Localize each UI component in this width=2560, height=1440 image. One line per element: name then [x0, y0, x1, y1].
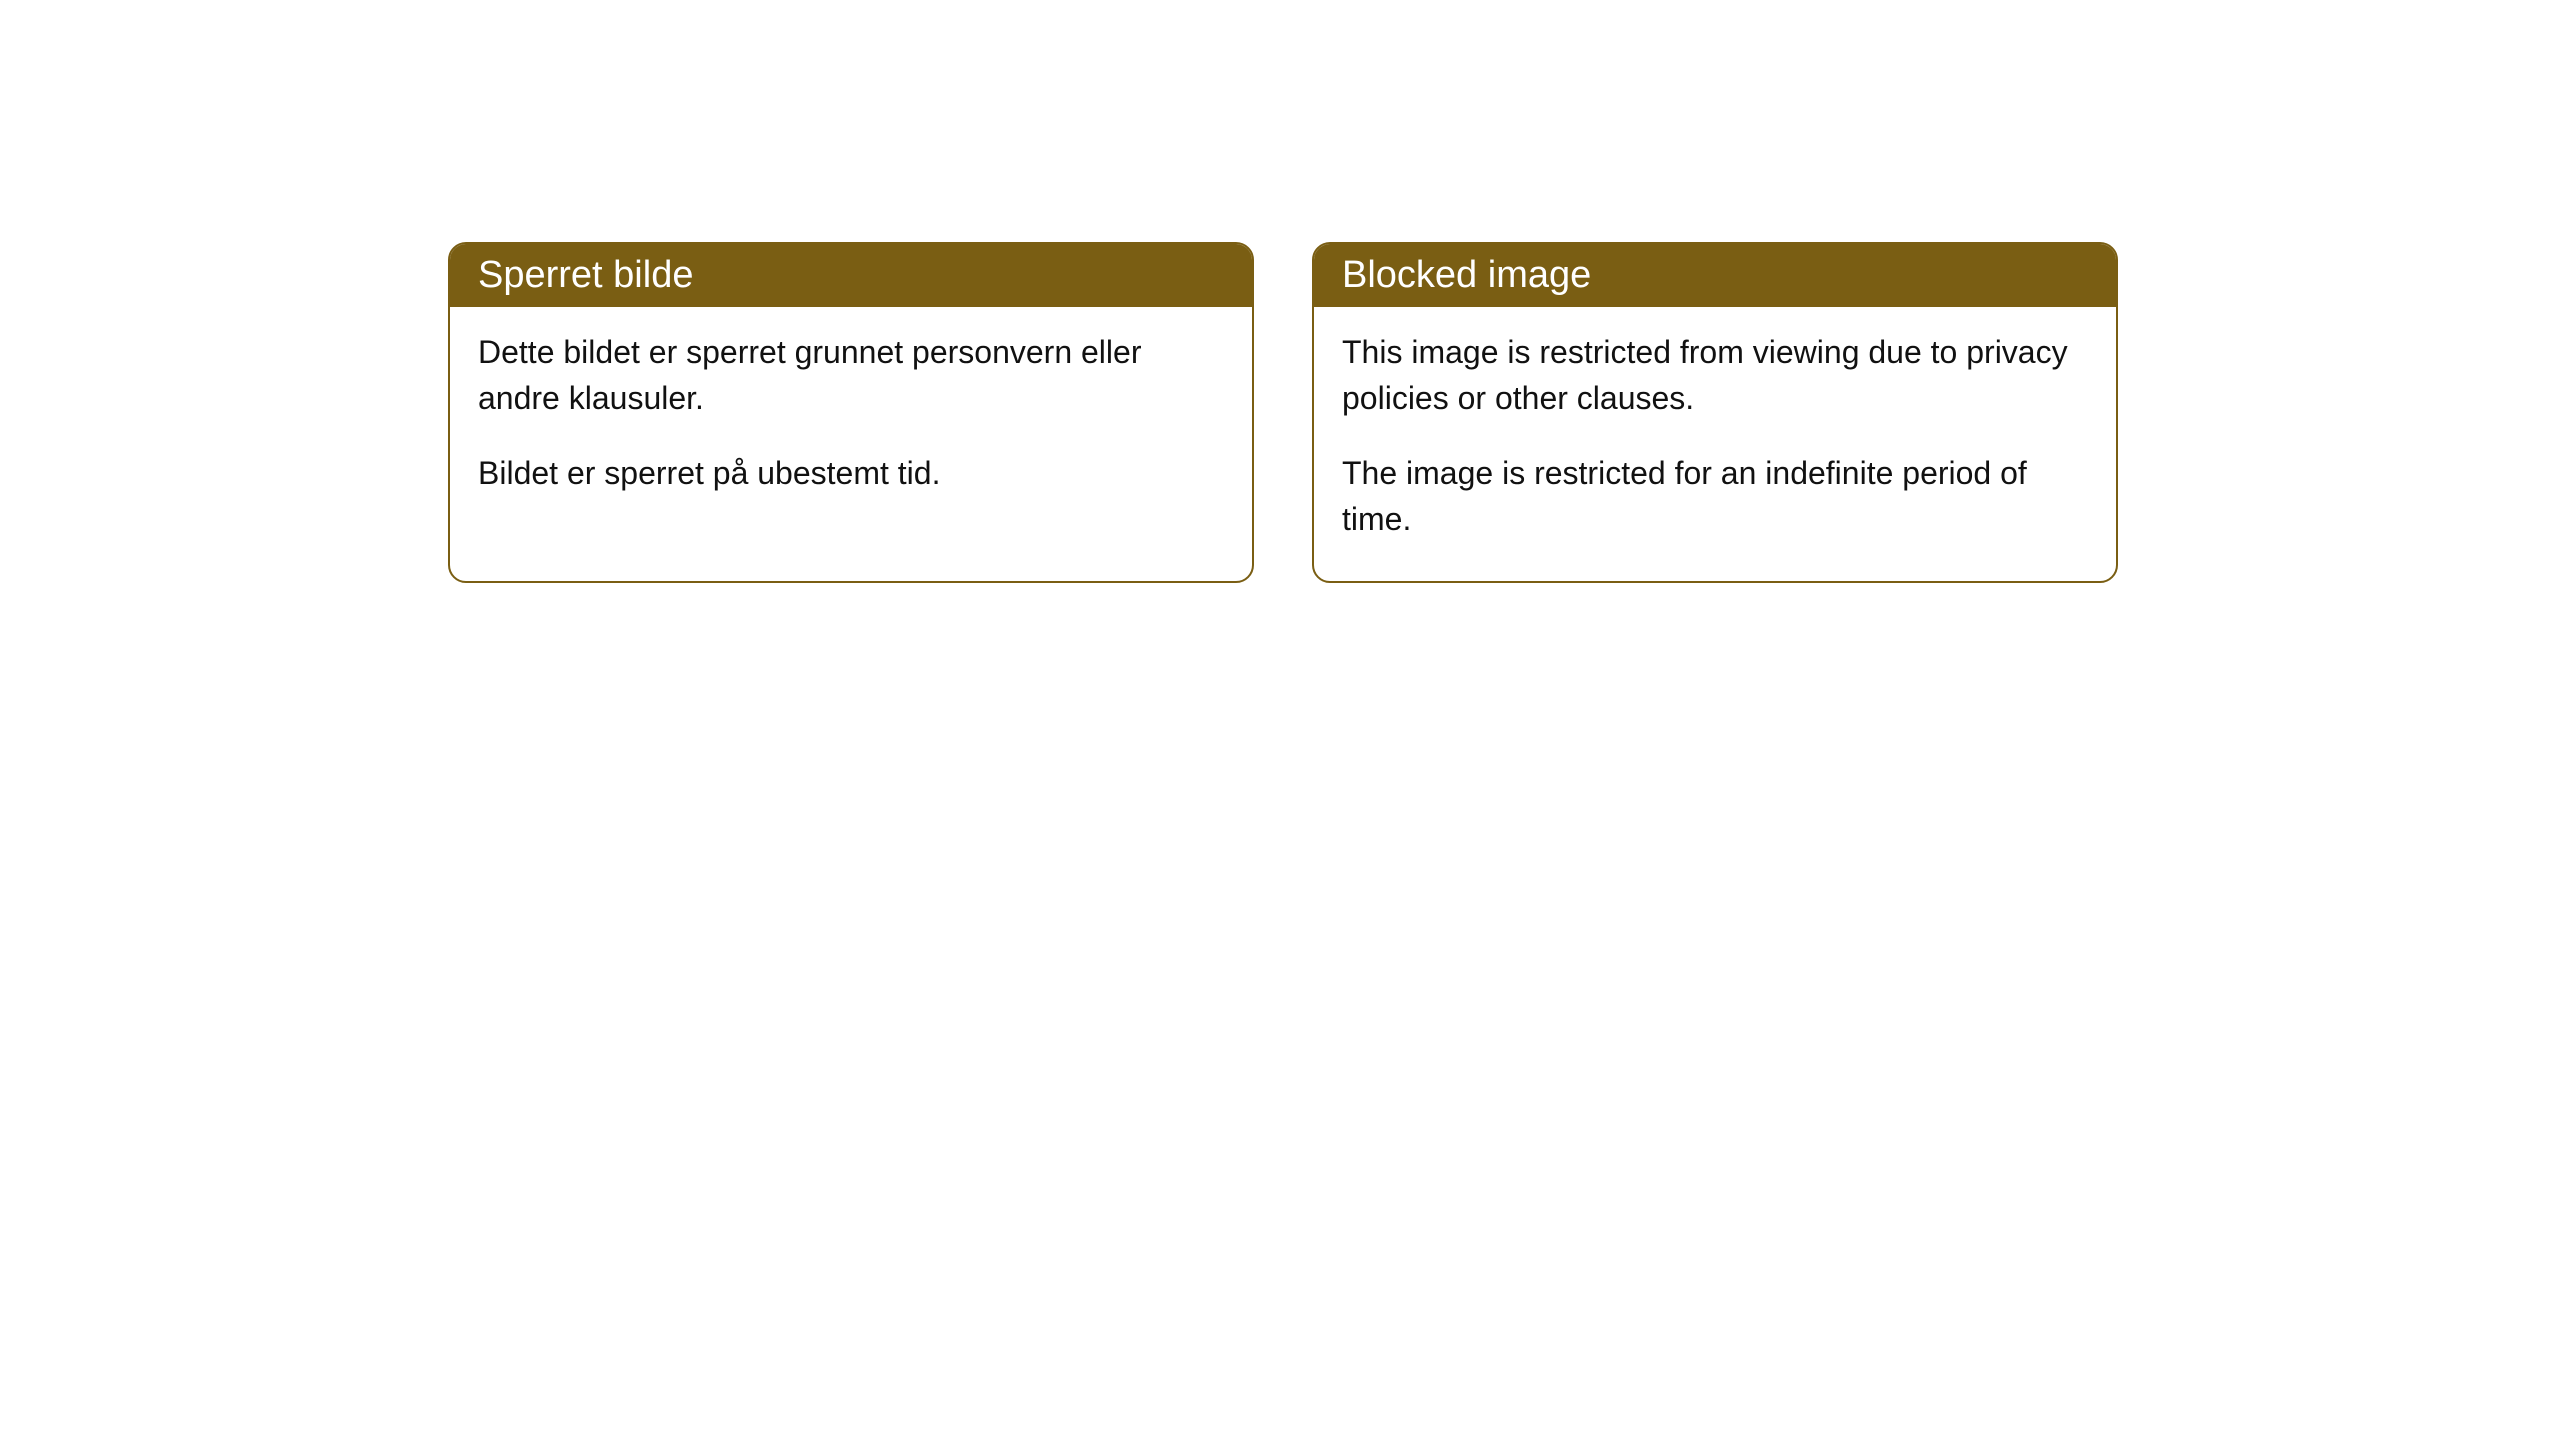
card-paragraph: Bildet er sperret på ubestemt tid. [478, 450, 1224, 496]
card-body-norwegian: Dette bildet er sperret grunnet personve… [450, 307, 1252, 534]
card-paragraph: This image is restricted from viewing du… [1342, 329, 2088, 422]
card-header-norwegian: Sperret bilde [450, 244, 1252, 307]
notice-card-norwegian: Sperret bilde Dette bildet er sperret gr… [448, 242, 1254, 583]
card-header-english: Blocked image [1314, 244, 2116, 307]
card-title: Sperret bilde [478, 254, 693, 296]
notice-container: Sperret bilde Dette bildet er sperret gr… [448, 242, 2118, 583]
card-title: Blocked image [1342, 254, 1591, 296]
card-body-english: This image is restricted from viewing du… [1314, 307, 2116, 581]
card-paragraph: The image is restricted for an indefinit… [1342, 450, 2088, 543]
notice-card-english: Blocked image This image is restricted f… [1312, 242, 2118, 583]
card-paragraph: Dette bildet er sperret grunnet personve… [478, 329, 1224, 422]
